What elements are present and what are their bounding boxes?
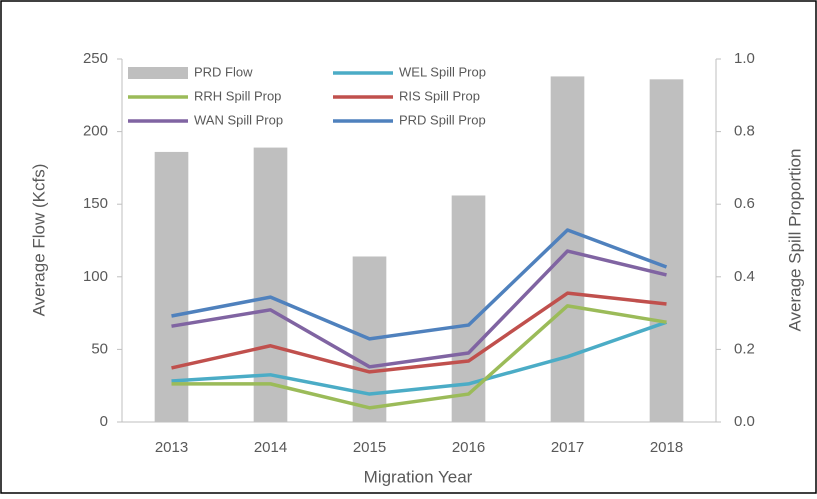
line xyxy=(171,228,668,341)
bar xyxy=(154,151,189,423)
y-tick-label: 50 xyxy=(91,340,108,357)
legend-swatch xyxy=(128,67,188,79)
bar xyxy=(550,76,585,422)
x-tick-label: 2014 xyxy=(254,439,287,456)
x-tick-label: 2018 xyxy=(650,439,683,456)
legend-label: RIS Spill Prop xyxy=(399,88,480,103)
x-tick-label: 2013 xyxy=(155,439,188,456)
bar xyxy=(649,79,684,422)
line xyxy=(171,291,667,374)
legend-label: PRD Flow xyxy=(194,64,253,79)
y-tick-label: 0 xyxy=(100,413,108,430)
bar xyxy=(253,147,288,422)
y2-tick-label: 0.6 xyxy=(734,195,755,212)
y2-axis-title: Average Spill Proportion xyxy=(785,148,804,331)
y2-tick-label: 0.2 xyxy=(734,340,755,357)
y-tick-label: 200 xyxy=(83,123,108,140)
x-axis-title: Migration Year xyxy=(364,467,473,486)
x-tick-label: 2016 xyxy=(452,439,485,456)
legend-label: WAN Spill Prop xyxy=(194,112,283,127)
y-axis-title: Average Flow (Kcfs) xyxy=(29,164,48,317)
x-tick-label: 2017 xyxy=(551,439,584,456)
line xyxy=(171,304,667,410)
y-tick-label: 100 xyxy=(83,268,108,285)
y2-tick-label: 0.0 xyxy=(734,413,755,430)
y-tick-label: 250 xyxy=(83,50,108,67)
legend-label: RRH Spill Prop xyxy=(194,88,281,103)
bar xyxy=(451,195,486,422)
legend-label: PRD Spill Prop xyxy=(399,112,486,127)
line xyxy=(171,320,668,396)
y2-tick-label: 0.8 xyxy=(734,123,755,140)
line xyxy=(171,249,667,369)
y2-tick-label: 0.4 xyxy=(734,268,755,285)
x-tick-label: 2015 xyxy=(353,439,386,456)
y-tick-label: 150 xyxy=(83,195,108,212)
legend-label: WEL Spill Prop xyxy=(399,64,486,79)
y2-tick-label: 1.0 xyxy=(734,50,755,67)
